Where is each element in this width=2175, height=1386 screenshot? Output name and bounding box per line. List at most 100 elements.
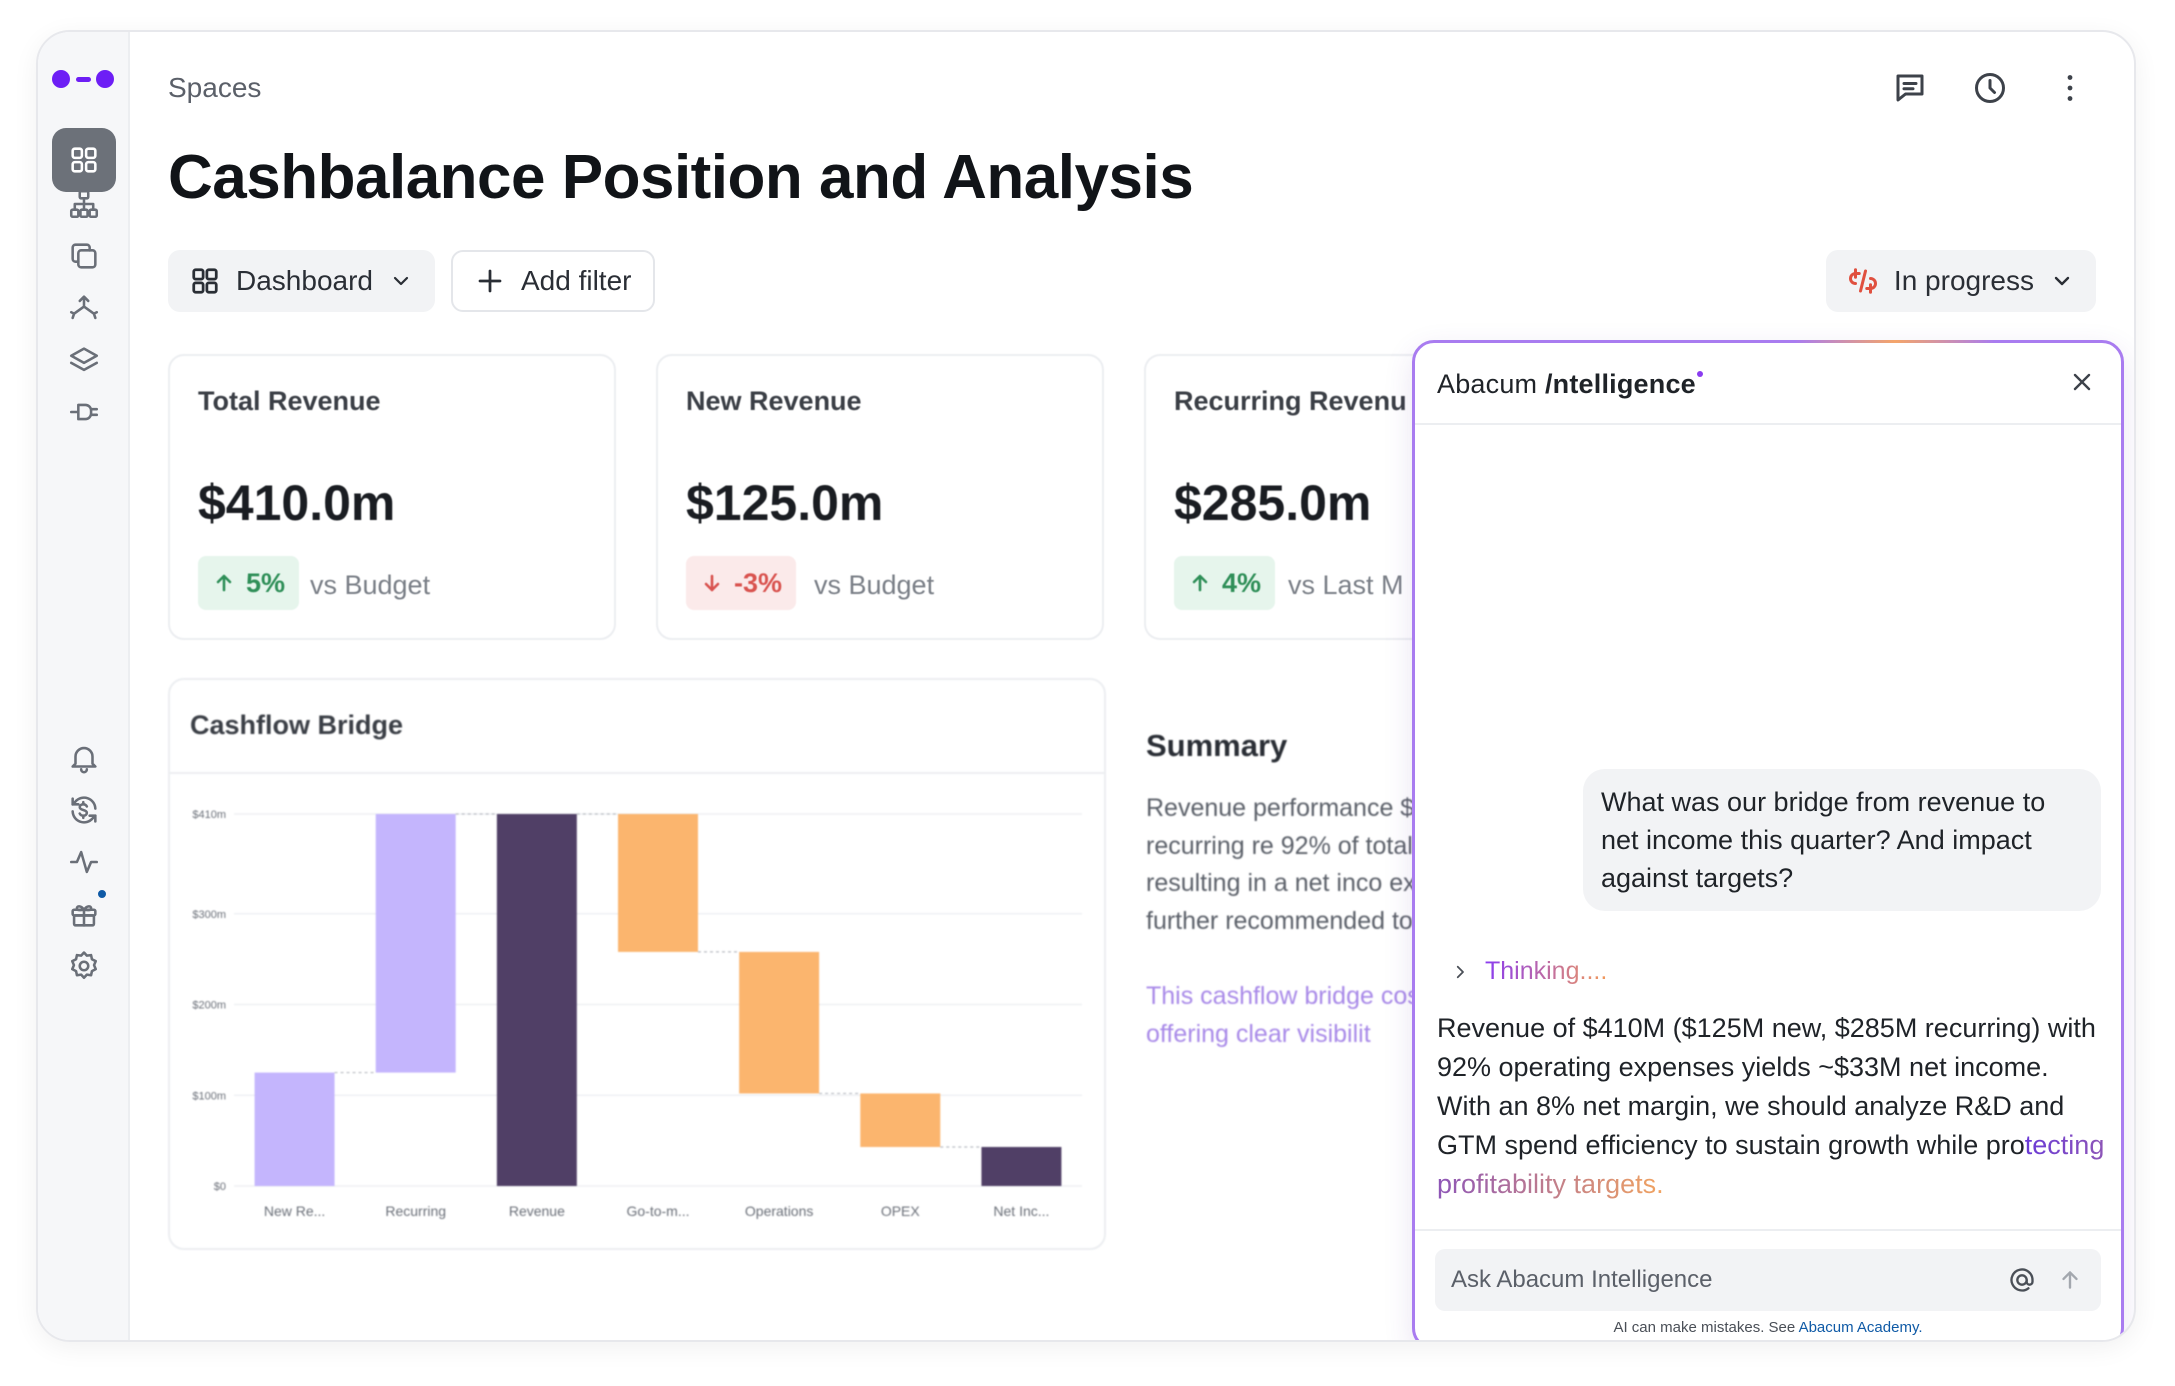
sidebar-item-currency[interactable]	[52, 778, 116, 842]
y-tick-label: $0	[214, 1181, 226, 1193]
kpi-delta-value: 5%	[246, 567, 286, 598]
waterfall-bar	[254, 1072, 335, 1186]
summary-text: Revenue performance $285M in recurring r…	[1146, 794, 1446, 935]
history-button[interactable]	[1966, 64, 2014, 112]
sidebar-item-plug[interactable]	[52, 380, 116, 444]
breadcrumb[interactable]: Spaces	[168, 72, 262, 103]
kpi-delta-badge: 5%	[198, 556, 300, 610]
cashflow-bridge-card[interactable]: Cashflow Bridge $0 $100m $200m $300m $410m Ne…	[168, 678, 1106, 1250]
view-selector-button[interactable]: Dashboard	[168, 250, 435, 312]
kpi-compare: vs Budget	[310, 570, 431, 600]
ai-assistant-panel: Abacum /ntelligence What was our bridge …	[1412, 340, 2124, 1340]
ask-ai-input[interactable]	[1451, 1249, 1991, 1311]
view-selector-label: Dashboard	[236, 265, 373, 296]
app-window: Spaces Cashbalance Position and Analysis…	[36, 30, 2136, 1342]
sidebar-item-hierarchy[interactable]	[52, 172, 116, 236]
ai-panel-header: Abacum /ntelligence	[1415, 343, 2121, 425]
kpi-card-recurring-revenue[interactable]: Recurring Revenu $285.0m 4% vs Last M	[1144, 354, 1414, 640]
x-tick-label: New Re...	[264, 1203, 325, 1219]
sidebar	[38, 32, 130, 1340]
currency-exchange-icon	[71, 796, 97, 824]
at-sign-icon	[2010, 1268, 2034, 1292]
kpi-label: Recurring Revenu	[1174, 386, 1407, 416]
chart-title: Cashflow Bridge	[190, 710, 404, 740]
chevron-down-icon	[393, 276, 409, 286]
bell-icon	[71, 746, 97, 774]
ai-response-streaming-text: tecting profitability targets.	[1437, 1130, 2105, 1199]
close-panel-button[interactable]	[2065, 365, 2099, 399]
close-icon	[2073, 373, 2091, 391]
summary-highlight: This cashflow bridge cost discipline, of…	[1146, 982, 1446, 1048]
kpi-card-total-revenue[interactable]: Total Revenue $410.0m 5% vs Budget	[168, 354, 616, 640]
kpi-label: Total Revenue	[198, 386, 381, 416]
top-actions	[1886, 64, 2094, 112]
layers-icon	[69, 347, 99, 372]
more-vertical-icon	[2067, 75, 2073, 101]
waterfall-bar	[860, 1093, 941, 1147]
ai-input-box	[1435, 1249, 2101, 1311]
sidebar-item-activity[interactable]	[52, 830, 116, 894]
ai-disclaimer: AI can make mistakes. See Abacum Academy…	[1415, 1319, 2121, 1336]
clock-icon	[1975, 73, 2005, 103]
ai-response: Revenue of $410M ($125M new, $285M recur…	[1437, 1009, 2109, 1204]
arrow-up-icon	[1192, 574, 1208, 592]
summary-section: Summary Revenue performance $285M in rec…	[1146, 728, 1446, 1053]
plus-icon	[478, 269, 502, 293]
copy-icon	[71, 243, 97, 269]
notification-dot	[96, 888, 108, 900]
sidebar-item-notifications[interactable]	[52, 726, 116, 790]
kpi-compare: vs Last M	[1288, 570, 1404, 600]
panel-glow	[1795, 340, 1995, 343]
ai-brand-logo: Abacum /ntelligence	[1437, 369, 1703, 400]
disclaimer-text: AI can make mistakes. See	[1613, 1319, 1796, 1336]
sidebar-item-layers[interactable]	[52, 328, 116, 392]
kpi-value: $285.0m	[1174, 475, 1372, 531]
thinking-label: Thinking....	[1485, 957, 1608, 985]
arrow-down-icon	[704, 574, 720, 592]
comments-button[interactable]	[1886, 64, 1934, 112]
ai-composer: AI can make mistakes. See Abacum Academy…	[1415, 1229, 2121, 1340]
waterfall-bar	[618, 814, 698, 952]
thinking-toggle[interactable]: Thinking....	[1451, 957, 1607, 986]
x-tick-label: OPEX	[881, 1203, 921, 1219]
waterfall-bar	[739, 951, 820, 1094]
add-filter-button[interactable]: Add filter	[450, 250, 656, 312]
kpi-delta-value: 4%	[1222, 567, 1262, 598]
more-options-button[interactable]	[2046, 64, 2094, 112]
arrow-up-icon	[216, 574, 232, 592]
in-progress-icon	[1848, 268, 1877, 294]
send-button[interactable]	[2053, 1263, 2087, 1297]
kpi-label: New Revenue	[686, 386, 862, 416]
sidebar-item-integrations[interactable]	[52, 276, 116, 340]
ai-brand-name: /ntelligence	[1544, 369, 1696, 399]
chevron-right-icon	[1456, 965, 1464, 978]
sidebar-item-gifts[interactable]	[52, 882, 116, 946]
sidebar-item-copy[interactable]	[52, 224, 116, 288]
x-tick-label: Recurring	[385, 1203, 446, 1219]
sidebar-item-dashboard[interactable]	[52, 128, 116, 192]
x-tick-label: Net Inc...	[993, 1203, 1049, 1219]
x-tick-label: Operations	[745, 1203, 813, 1219]
arrow-up-icon	[2062, 1271, 2078, 1289]
mention-button[interactable]	[2005, 1263, 2039, 1297]
status-dropdown[interactable]: In progress	[1825, 250, 2096, 312]
kpi-delta-badge: 4%	[1174, 556, 1276, 610]
gift-icon	[71, 905, 97, 927]
dashboard-icon	[192, 268, 218, 294]
x-tick-label: Go-to-m...	[626, 1203, 689, 1219]
ai-brand-prefix: Abacum	[1437, 369, 1538, 399]
kpi-card-new-revenue[interactable]: New Revenue $125.0m -3% vs Budget	[656, 354, 1104, 640]
plug-icon	[69, 403, 99, 421]
chevron-down-icon	[2054, 276, 2070, 286]
hierarchy-icon	[69, 189, 99, 219]
x-tick-label: Revenue	[509, 1203, 565, 1219]
card-divider	[170, 772, 1104, 774]
kpi-delta-badge: -3%	[686, 556, 797, 610]
academy-link[interactable]: Abacum Academy.	[1798, 1319, 1923, 1336]
dashboard-icon	[71, 147, 97, 173]
abacum-logo[interactable]	[52, 70, 116, 90]
y-tick-label: $300m	[192, 909, 226, 921]
ai-response-text: Revenue of $410M ($125M new, $285M recur…	[1437, 1013, 2096, 1160]
y-tick-label: $410m	[192, 809, 226, 821]
sidebar-item-settings[interactable]	[52, 934, 116, 998]
